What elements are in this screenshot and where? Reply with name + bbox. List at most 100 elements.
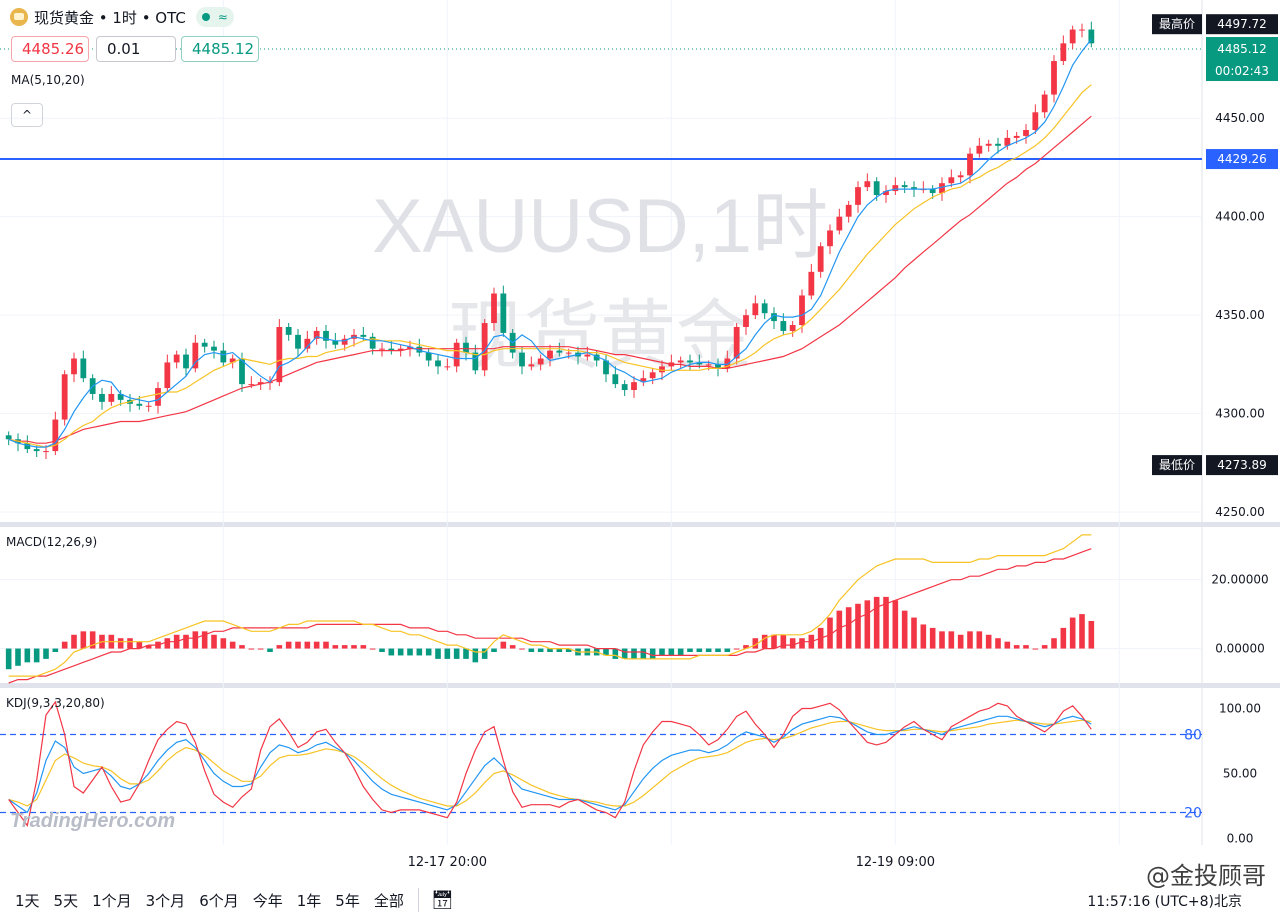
candle-body[interactable] [304, 338, 311, 349]
candle-body[interactable] [640, 378, 647, 383]
candle-body[interactable] [957, 175, 964, 178]
candle-body[interactable] [1051, 61, 1057, 95]
candle-body[interactable] [565, 352, 572, 354]
candle-body[interactable] [1032, 112, 1039, 131]
candle-body[interactable] [995, 143, 1001, 146]
candle-body[interactable] [939, 183, 945, 194]
candle-body[interactable] [929, 189, 936, 194]
candle-body[interactable] [369, 336, 376, 349]
candle-body[interactable] [873, 181, 880, 196]
sell-price-button[interactable]: 4485.26 [11, 36, 89, 62]
symbol-header[interactable]: 现货黄金 • 1时 • OTC ≈ [10, 6, 234, 28]
range-3m-button[interactable]: 3个月 [145, 891, 186, 910]
candle-body[interactable] [771, 313, 777, 322]
candle-body[interactable] [845, 204, 852, 217]
candle-body[interactable] [211, 346, 217, 351]
candle-body[interactable] [556, 350, 563, 353]
candle-body[interactable] [80, 358, 87, 379]
candle-body[interactable] [537, 358, 544, 365]
candle-body[interactable] [229, 358, 236, 363]
candle-body[interactable] [733, 326, 740, 359]
candle-body[interactable] [463, 342, 469, 353]
candle-body[interactable] [967, 153, 973, 176]
candle-body[interactable] [836, 216, 843, 231]
candle-body[interactable] [220, 350, 227, 363]
candle-body[interactable] [155, 388, 161, 406]
candle-body[interactable] [1060, 43, 1067, 62]
range-all-button[interactable]: 全部 [373, 891, 404, 910]
candle-body[interactable] [500, 293, 507, 333]
candle-body[interactable] [52, 419, 59, 452]
candle-body[interactable] [1013, 135, 1020, 138]
candle-body[interactable] [696, 362, 703, 365]
candle-body[interactable] [976, 145, 983, 154]
candle-body[interactable] [985, 143, 992, 146]
range-1y-button[interactable]: 1年 [296, 891, 322, 910]
candle-body[interactable] [117, 393, 124, 400]
candle-body[interactable] [519, 352, 525, 367]
candle-body[interactable] [192, 342, 199, 369]
range-ytd-button[interactable]: 今年 [252, 891, 283, 910]
candle-body[interactable] [108, 393, 115, 402]
candle-body[interactable] [612, 374, 619, 385]
candle-body[interactable] [743, 315, 749, 327]
candle-body[interactable] [453, 342, 460, 367]
candle-body[interactable] [780, 321, 787, 331]
candle-body[interactable] [761, 303, 768, 314]
candle-body[interactable] [173, 354, 180, 363]
symbol-title[interactable]: 现货黄金 • 1时 • OTC [34, 8, 186, 27]
pane-separator[interactable] [0, 522, 1280, 527]
candle-body[interactable] [808, 271, 815, 296]
candle-body[interactable] [491, 293, 497, 324]
candle-body[interactable] [1088, 29, 1095, 44]
candle-body[interactable] [24, 443, 31, 450]
candle-body[interactable] [855, 187, 861, 205]
candle-body[interactable] [528, 364, 535, 367]
candle-body[interactable] [71, 358, 77, 375]
candle-body[interactable] [285, 326, 292, 335]
candle-body[interactable] [687, 360, 693, 363]
range-6m-button[interactable]: 6个月 [199, 891, 239, 910]
ma-indicator-label[interactable]: MA(5,10,20) [11, 73, 85, 87]
candle-body[interactable] [248, 384, 255, 386]
candle-body[interactable] [892, 185, 899, 192]
candle-body[interactable] [435, 360, 441, 367]
candle-body[interactable] [1079, 29, 1085, 31]
candle-body[interactable] [43, 451, 49, 453]
buy-price-button[interactable]: 4485.12 [181, 36, 259, 62]
candle-body[interactable] [416, 346, 423, 353]
candle-body[interactable] [145, 405, 152, 407]
candle-body[interactable] [631, 382, 637, 391]
calendar-range-icon[interactable]: 📅︎ [430, 889, 454, 911]
range-1d-button[interactable]: 1天 [15, 891, 40, 910]
candle-body[interactable] [425, 352, 432, 361]
candle-body[interactable] [705, 364, 712, 366]
candle-body[interactable] [33, 449, 40, 452]
collapse-indicators-button[interactable]: ^ [11, 103, 43, 127]
candle-body[interactable] [379, 348, 385, 350]
candle-body[interactable] [817, 246, 824, 272]
candle-body[interactable] [1004, 137, 1011, 146]
candle-body[interactable] [593, 354, 600, 361]
pane-separator[interactable] [0, 683, 1280, 688]
macd-pane[interactable] [5, 534, 1095, 684]
candle-body[interactable] [724, 358, 731, 369]
range-1m-button[interactable]: 1个月 [92, 891, 132, 910]
candle-body[interactable] [827, 230, 833, 247]
candle-body[interactable] [323, 330, 329, 341]
candle-body[interactable] [360, 334, 367, 337]
candle-body[interactable] [332, 340, 339, 345]
macd-indicator-label[interactable]: MACD(12,26,9) [6, 535, 98, 549]
candle-body[interactable] [313, 330, 320, 339]
candle-body[interactable] [164, 362, 171, 389]
candle-body[interactable] [397, 348, 404, 351]
range-5d-button[interactable]: 5天 [53, 891, 79, 910]
candle-body[interactable] [1069, 29, 1076, 44]
candle-body[interactable] [183, 354, 189, 369]
candle-body[interactable] [99, 393, 105, 402]
candle-body[interactable] [472, 352, 479, 371]
candle-body[interactable] [901, 185, 908, 188]
candle-body[interactable] [603, 360, 609, 375]
